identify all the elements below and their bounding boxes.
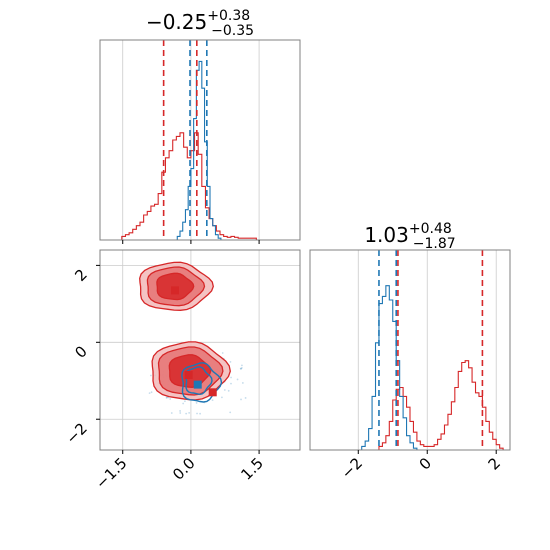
title-value: 1.03 (364, 223, 409, 247)
sample-point (148, 392, 151, 395)
blue-histogram (361, 285, 418, 450)
sample-point (223, 389, 226, 391)
blue-marker (193, 380, 202, 389)
x-tick-label: 2 (485, 454, 504, 473)
x-tick-label: −2 (338, 454, 366, 482)
sample-point (240, 367, 243, 369)
title-lower-error: −1.87 (413, 236, 456, 252)
sample-point (240, 398, 242, 401)
blue-histogram (176, 60, 222, 240)
sample-point (170, 412, 173, 414)
top-left-histogram-panel (99, 39, 301, 244)
red-marker (184, 371, 193, 379)
x-tick-label: 0.0 (169, 454, 199, 484)
sample-point (179, 410, 182, 412)
sample-point (179, 412, 182, 414)
panel-frame (99, 249, 301, 451)
y-tick-label: −2 (62, 419, 90, 447)
top-left-panel-title: −0.25+0.38 −0.35 (146, 8, 254, 39)
sample-point (199, 412, 201, 415)
title-value: −0.25 (146, 10, 207, 34)
sample-point (150, 391, 153, 394)
bottom-right-histogram-panel: −2 0 2 (309, 249, 511, 482)
sample-point (221, 396, 223, 399)
sample-point (239, 367, 242, 370)
y-tick-label: 0 (71, 342, 90, 361)
sample-point (227, 389, 230, 392)
sample-point (149, 374, 152, 377)
bottom-right-panel-title: 1.03+0.48 −1.87 (364, 221, 455, 252)
sample-point (188, 411, 191, 414)
x-tick-label: 0 (416, 454, 435, 473)
sample-point (241, 364, 243, 367)
sample-point (165, 396, 168, 399)
title-lower-error: −0.35 (211, 23, 254, 39)
blue-density-contour (181, 362, 223, 403)
sample-point (211, 399, 214, 402)
sample-point (241, 382, 244, 384)
panel-frame (99, 39, 301, 241)
sample-point (169, 398, 172, 400)
panel-frame (309, 249, 511, 451)
red-marker (208, 388, 217, 397)
title-upper-error: +0.38 (207, 8, 250, 24)
contour-plot-area (100, 250, 300, 450)
x-tick-label: 1.5 (237, 454, 267, 484)
sample-point (221, 352, 224, 354)
sample-point (244, 397, 247, 399)
sample-point (230, 382, 232, 385)
bottom-left-contour-panel: −1.5 0.0 1.5 −2 0 2 (62, 249, 301, 493)
x-tick-label: −1.5 (92, 454, 130, 492)
sample-point (185, 412, 188, 415)
sample-point (196, 412, 198, 415)
red-histogram (121, 132, 264, 241)
y-tick-label: 2 (71, 265, 90, 284)
blue-density-contour (184, 366, 213, 396)
sample-point (236, 378, 239, 381)
sample-point (166, 396, 168, 399)
sample-point (229, 411, 232, 414)
sample-point (182, 402, 185, 405)
sample-point (230, 376, 232, 379)
sample-point (229, 361, 232, 363)
sample-point (195, 402, 198, 404)
sample-point (184, 400, 186, 403)
title-upper-error: +0.48 (409, 221, 452, 237)
red-marker (171, 286, 179, 295)
sample-point (240, 367, 242, 370)
